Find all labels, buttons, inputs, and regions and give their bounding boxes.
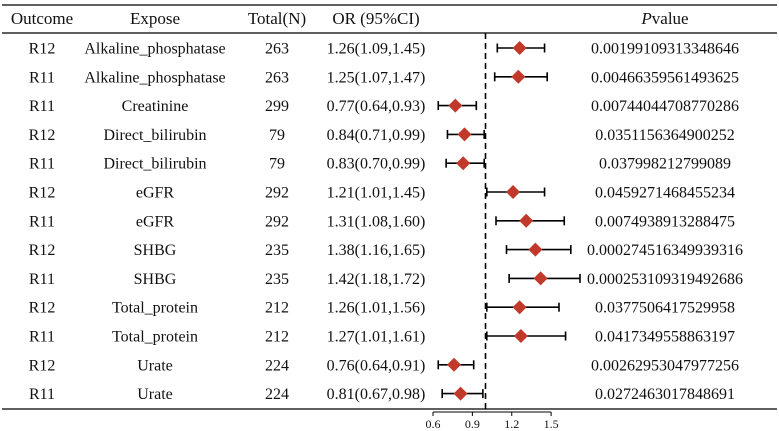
total-cell: 292 bbox=[265, 185, 289, 202]
or-point-marker bbox=[447, 357, 461, 372]
or-ci-cell: 1.21(1.01,1.45) bbox=[327, 185, 426, 202]
pvalue-cell: 0.000274516349939316 bbox=[587, 242, 743, 259]
or-ci-cell: 1.38(1.16,1.65) bbox=[327, 242, 426, 259]
pvalue-cell: 0.00744044708770286 bbox=[591, 98, 739, 115]
header-or: OR (95%CI) bbox=[332, 9, 419, 28]
or-point-marker bbox=[506, 185, 521, 199]
forest-marks bbox=[437, 33, 581, 409]
expose-cell: Direct_bilirubin bbox=[103, 127, 206, 144]
expose-cell: Alkaline_phosphatase bbox=[84, 41, 225, 58]
header-outcome: Outcome bbox=[11, 9, 73, 28]
or-point-marker bbox=[512, 300, 527, 315]
total-cell: 292 bbox=[265, 213, 289, 230]
x-tick-label: 0.9 bbox=[465, 417, 480, 431]
outcome-cell: R12 bbox=[29, 127, 56, 144]
expose-cell: Creatinine bbox=[122, 98, 189, 115]
x-tick-label: 1.5 bbox=[544, 417, 559, 431]
or-point-marker bbox=[513, 329, 528, 343]
expose-cell: eGFR bbox=[136, 213, 175, 230]
total-cell: 212 bbox=[265, 300, 289, 317]
or-point-marker bbox=[519, 213, 534, 228]
outcome-cell: R12 bbox=[29, 357, 56, 374]
total-cell: 224 bbox=[265, 386, 289, 403]
expose-cell: SHBG bbox=[134, 242, 177, 259]
expose-cell: Urate bbox=[137, 357, 173, 374]
total-cell: 212 bbox=[265, 329, 289, 346]
pvalue-cell: 0.00262953047977256 bbox=[591, 357, 739, 374]
outcome-cell: R12 bbox=[29, 41, 56, 58]
outcome-cell: R11 bbox=[29, 329, 55, 346]
or-ci-cell: 0.84(0.71,0.99) bbox=[327, 127, 426, 144]
pvalue-cell: 0.0377506417529958 bbox=[595, 300, 735, 317]
total-cell: 263 bbox=[265, 69, 289, 86]
total-cell: 299 bbox=[265, 98, 289, 115]
outcome-cell: R11 bbox=[29, 386, 55, 403]
total-cell: 263 bbox=[265, 41, 289, 58]
header-total: Total(N) bbox=[248, 9, 306, 28]
outcome-cell: R11 bbox=[29, 271, 55, 288]
total-cell: 224 bbox=[265, 357, 289, 374]
expose-cell: Alkaline_phosphatase bbox=[84, 69, 225, 86]
outcome-cell: R11 bbox=[29, 69, 55, 86]
x-axis: 0.6 0.9 1.2 1.5 bbox=[426, 411, 559, 431]
header-p-rest: value bbox=[652, 9, 689, 28]
total-cell: 235 bbox=[265, 271, 289, 288]
or-ci-cell: 0.81(0.67,0.98) bbox=[327, 386, 426, 403]
expose-cell: Direct_bilirubin bbox=[103, 156, 206, 173]
x-tick-label: 0.6 bbox=[426, 417, 441, 431]
or-point-marker bbox=[512, 41, 527, 55]
pvalue-cell: 0.0417349558863197 bbox=[595, 329, 735, 346]
expose-cell: Urate bbox=[137, 386, 173, 403]
or-ci-cell: 1.26(1.09,1.45) bbox=[327, 41, 426, 58]
header-pvalue: Pvalue bbox=[640, 9, 688, 28]
outcome-cell: R11 bbox=[29, 156, 55, 173]
header-expose: Expose bbox=[130, 9, 180, 28]
or-ci-cell: 1.27(1.01,1.61) bbox=[327, 329, 426, 346]
header-p-italic: P bbox=[640, 9, 651, 28]
pvalue-cell: 0.037998212799089 bbox=[599, 156, 731, 173]
pvalue-cell: 0.00466359561493625 bbox=[591, 69, 739, 86]
outcome-cell: R12 bbox=[29, 242, 56, 259]
or-ci-cell: 0.77(0.64,0.93) bbox=[327, 98, 426, 115]
pvalue-cell: 0.0272463017848691 bbox=[595, 386, 735, 403]
or-point-marker bbox=[533, 271, 548, 286]
or-point-marker bbox=[511, 69, 526, 84]
or-ci-cell: 1.25(1.07,1.47) bbox=[327, 69, 426, 86]
pvalue-cell: 0.0074938913288475 bbox=[595, 213, 735, 230]
or-point-marker bbox=[453, 386, 468, 401]
outcome-cell: R12 bbox=[29, 300, 56, 317]
or-ci-cell: 1.26(1.01,1.56) bbox=[327, 300, 426, 317]
outcome-cell: R11 bbox=[29, 98, 55, 115]
or-point-marker bbox=[457, 127, 472, 142]
pvalue-cell: 0.000253109319492686 bbox=[587, 271, 743, 288]
x-tick-label: 1.2 bbox=[504, 417, 519, 431]
or-ci-cell: 0.76(0.64,0.91) bbox=[327, 357, 426, 374]
or-point-marker bbox=[448, 98, 463, 113]
expose-cell: Total_protein bbox=[112, 329, 198, 346]
pvalue-cell: 0.00199109313348646 bbox=[591, 41, 739, 58]
expose-cell: eGFR bbox=[136, 185, 175, 202]
or-ci-cell: 1.42(1.18,1.72) bbox=[327, 271, 426, 288]
expose-cell: SHBG bbox=[134, 271, 177, 288]
total-cell: 79 bbox=[269, 156, 285, 173]
expose-cell: Total_protein bbox=[112, 300, 198, 317]
pvalue-cell: 0.0459271468455234 bbox=[595, 185, 735, 202]
outcome-cell: R11 bbox=[29, 213, 55, 230]
pvalue-cell: 0.0351156364900252 bbox=[595, 127, 734, 144]
total-cell: 235 bbox=[265, 242, 289, 259]
or-ci-cell: 1.31(1.08,1.60) bbox=[327, 213, 426, 230]
or-point-marker bbox=[456, 156, 471, 171]
total-cell: 79 bbox=[269, 127, 285, 144]
or-ci-cell: 0.83(0.70,0.99) bbox=[327, 156, 426, 173]
table-rows: R12 Alkaline_phosphatase 263 1.26(1.09,1.45… bbox=[29, 41, 743, 404]
outcome-cell: R12 bbox=[29, 185, 56, 202]
or-point-marker bbox=[528, 242, 543, 257]
